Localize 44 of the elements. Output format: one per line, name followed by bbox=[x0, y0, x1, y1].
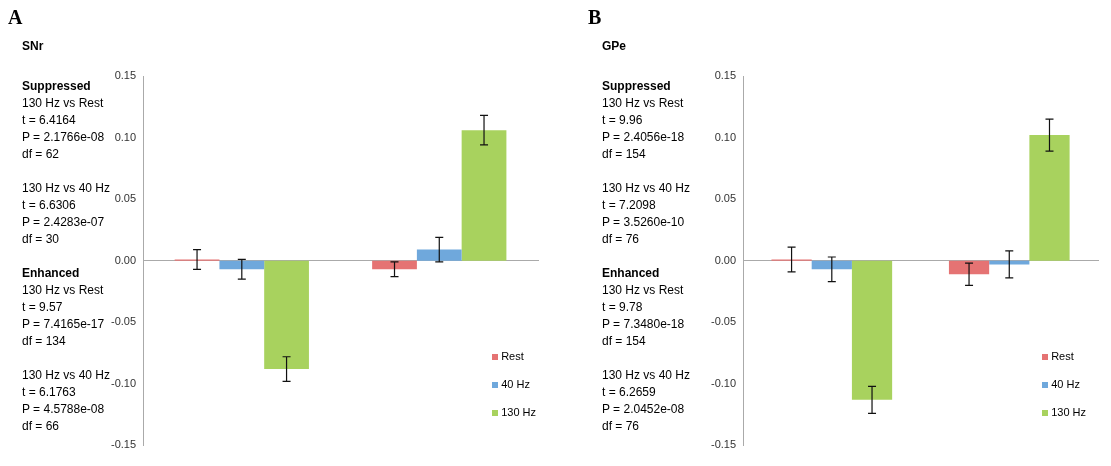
text: 130 Hz vs 40 Hz t = 7.2098 P = 3.5260e-10 df = 76 bbox=[602, 180, 691, 248]
bar bbox=[1029, 135, 1070, 261]
text: 130 Hz vs Rest t = 9.96 P = 2.4056e-18 df = 154 bbox=[602, 95, 686, 163]
text: Enhanced bbox=[602, 265, 661, 282]
y-tick-label: 0.05 bbox=[114, 192, 137, 205]
chart-title: B bbox=[588, 6, 602, 29]
bar bbox=[811, 260, 852, 270]
bar bbox=[219, 260, 265, 270]
y-tick-label: 0.10 bbox=[114, 130, 137, 143]
text: 130 Hz vs Rest t = 9.57 P = 7.4165e-17 df = 134 bbox=[22, 282, 106, 350]
text: GPe bbox=[602, 38, 627, 55]
bar bbox=[264, 260, 309, 370]
text: 130 Hz vs Rest t = 6.4164 P = 2.1766e-08 df = 62 bbox=[22, 95, 106, 163]
bar bbox=[851, 260, 893, 400]
text: Enhanced bbox=[22, 265, 81, 282]
y-tick-label: -0.05 bbox=[710, 315, 737, 328]
text: 130 Hz vs 40 Hz t = 6.1763 P = 4.5788e-08 df = 66 bbox=[22, 367, 111, 435]
y-tick-label: -0.05 bbox=[110, 315, 137, 328]
text: Suppressed bbox=[22, 78, 92, 95]
text: 130 Hz vs 40 Hz t = 6.6306 P = 2.4283e-07 df = 30 bbox=[22, 180, 111, 248]
y-tick-label: -0.15 bbox=[710, 438, 737, 451]
legend-label: 40 Hz bbox=[500, 377, 531, 392]
chart-title: A bbox=[8, 6, 23, 29]
legend-label: 130 Hz bbox=[500, 405, 536, 420]
y-tick-label: 0.00 bbox=[714, 253, 737, 266]
bar bbox=[416, 249, 462, 261]
bar bbox=[461, 130, 507, 261]
y-tick-label: 0.15 bbox=[714, 69, 737, 82]
legend-label: 40 Hz bbox=[1050, 377, 1081, 392]
legend-label: Rest bbox=[500, 349, 525, 364]
y-tick-label: 0.10 bbox=[714, 130, 737, 143]
y-tick-label: -0.10 bbox=[710, 376, 737, 389]
legend-label: 130 Hz bbox=[1050, 405, 1086, 420]
legend-label: Rest bbox=[1050, 349, 1075, 364]
y-tick-label: -0.15 bbox=[110, 438, 137, 451]
text: 130 Hz vs Rest t = 9.78 P = 7.3480e-18 df = 154 bbox=[602, 282, 686, 350]
y-tick-label: 0.15 bbox=[114, 69, 137, 82]
text: Suppressed bbox=[602, 78, 672, 95]
y-tick-label: 0.00 bbox=[114, 253, 137, 266]
y-tick-label: -0.10 bbox=[110, 376, 137, 389]
text: SNr bbox=[22, 38, 45, 55]
text: 130 Hz vs 40 Hz t = 6.2659 P = 2.0452e-08 df = 76 bbox=[602, 367, 691, 435]
bar bbox=[948, 260, 990, 275]
y-tick-label: 0.05 bbox=[714, 192, 737, 205]
